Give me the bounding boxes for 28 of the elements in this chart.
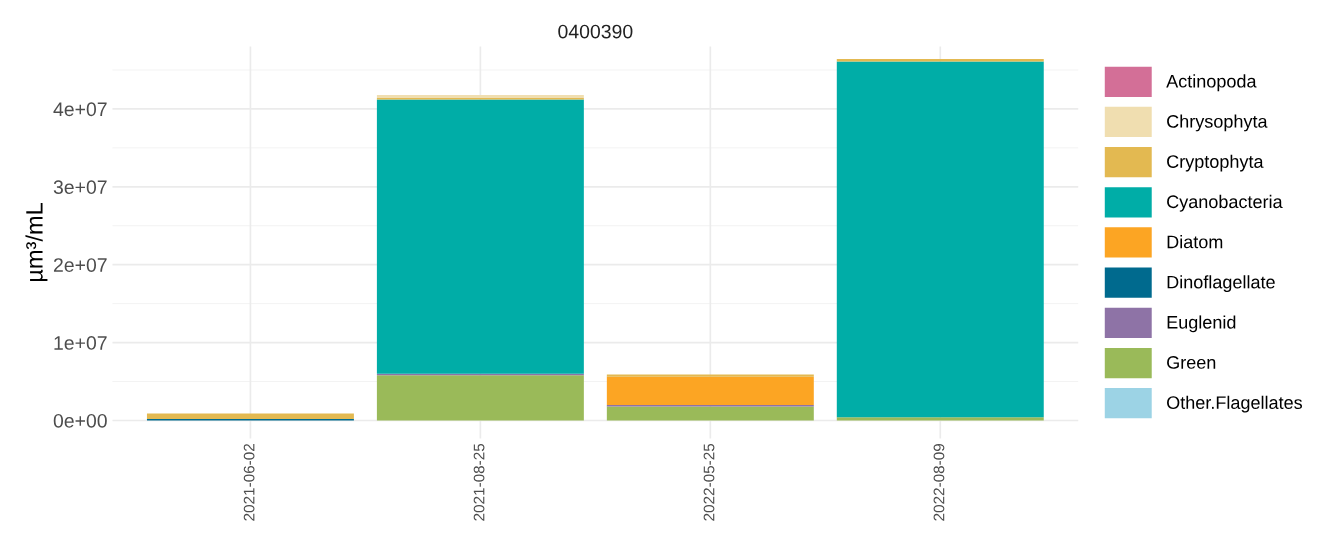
bar (146, 413, 354, 419)
chart-title: 0400390 (558, 24, 633, 39)
y-tick-label: 2e+07 (53, 258, 107, 272)
bar (836, 417, 1044, 421)
legend-label: Other.Flagellates (1167, 395, 1303, 413)
bar (836, 61, 1044, 418)
x-tick-label: 2021-08-25 (473, 443, 485, 521)
legend-label: Green (1167, 356, 1216, 369)
bar (606, 406, 814, 421)
x-tick-label: 2022-05-25 (703, 443, 715, 521)
legend-label: Euglenid (1167, 315, 1236, 333)
legend-label: Diatom (1167, 235, 1223, 249)
y-tick-label: 1e+07 (54, 336, 107, 350)
legend-label: Cryptophyta (1167, 154, 1264, 172)
legend-label: Actinopoda (1166, 74, 1257, 92)
y-tick-label: 3e+07 (53, 180, 107, 195)
bar (376, 99, 584, 374)
x-tick-label: 2021-06-02 (243, 444, 255, 521)
y-axis-title: µm³/mL (25, 203, 48, 282)
legend-label: Chrysophyta (1167, 114, 1268, 132)
bar (376, 375, 584, 421)
legend-label: Dinoflagellate (1167, 275, 1275, 293)
legend-label: Cyanobacteria (1167, 194, 1283, 212)
bar (606, 376, 814, 405)
bar (376, 94, 584, 98)
x-tick-label: 2022-08-09 (933, 443, 945, 521)
y-tick-label: 4e+07 (53, 102, 107, 117)
y-tick-label: 0e+00 (53, 413, 107, 428)
